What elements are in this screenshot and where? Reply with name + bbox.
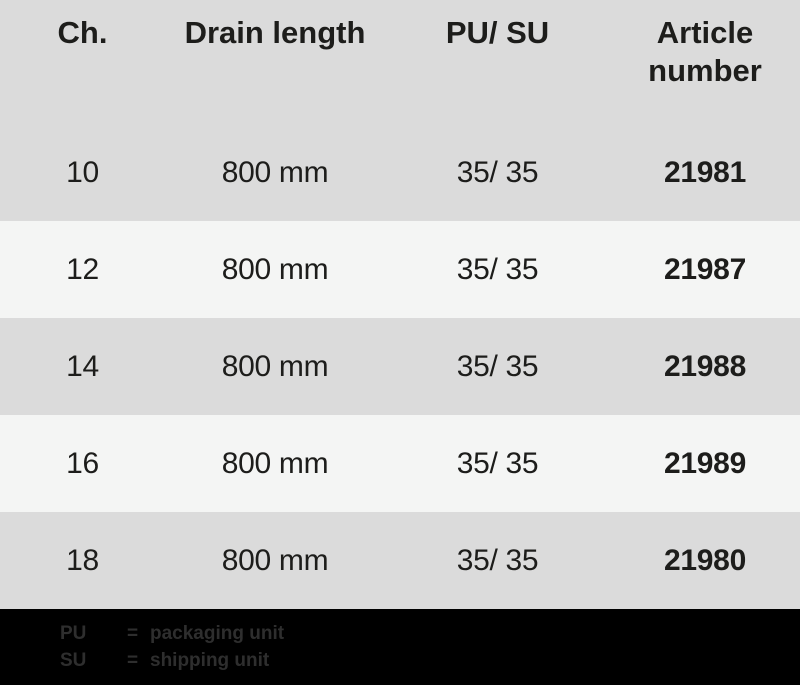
cell-drain-length: 800 mm bbox=[221, 543, 329, 577]
table-row: 16 800 mm 35/ 35 21989 bbox=[0, 415, 800, 512]
header-pu-su: PU/ SU bbox=[445, 15, 550, 50]
header-article-number: Article number bbox=[648, 15, 762, 88]
header-drain-length: Drain length bbox=[184, 15, 366, 50]
cell-drain-length: 800 mm bbox=[221, 252, 329, 286]
cell-pu-su: 35/ 35 bbox=[456, 155, 539, 189]
cell-ch: 12 bbox=[66, 252, 99, 286]
cell-ch: 10 bbox=[66, 155, 99, 189]
legend-item-su: SU = shipping unit bbox=[60, 647, 800, 674]
legend-item-pu: PU = packaging unit bbox=[60, 620, 800, 647]
legend-equals-sign: = bbox=[127, 623, 139, 644]
legend-abbr: SU bbox=[60, 650, 87, 671]
table-row: 18 800 mm 35/ 35 21980 bbox=[0, 512, 800, 609]
cell-drain-length: 800 mm bbox=[221, 155, 329, 189]
product-spec-table: Ch. Drain length PU/ SU Article number 1… bbox=[0, 0, 800, 609]
cell-article-number: 21987 bbox=[664, 252, 746, 286]
cell-article-number: 21988 bbox=[664, 349, 746, 383]
legend-definition: shipping unit bbox=[150, 650, 270, 671]
table-row: 14 800 mm 35/ 35 21988 bbox=[0, 318, 800, 415]
cell-article-number: 21989 bbox=[664, 446, 746, 480]
cell-drain-length: 800 mm bbox=[221, 446, 329, 480]
abbreviation-legend: PU = packaging unit SU = shipping unit bbox=[0, 609, 800, 685]
cell-article-number: 21981 bbox=[664, 155, 746, 189]
legend-abbr: PU bbox=[60, 623, 87, 644]
table-row: 12 800 mm 35/ 35 21987 bbox=[0, 221, 800, 318]
cell-ch: 16 bbox=[66, 446, 99, 480]
cell-pu-su: 35/ 35 bbox=[456, 543, 539, 577]
cell-ch: 18 bbox=[66, 543, 99, 577]
legend-definition: packaging unit bbox=[150, 623, 285, 644]
cell-pu-su: 35/ 35 bbox=[456, 252, 539, 286]
header-ch: Ch. bbox=[57, 15, 108, 50]
cell-drain-length: 800 mm bbox=[221, 349, 329, 383]
cell-pu-su: 35/ 35 bbox=[456, 349, 539, 383]
cell-article-number: 21980 bbox=[664, 543, 746, 577]
table-header-row: Ch. Drain length PU/ SU Article number bbox=[0, 0, 800, 124]
table-row: 10 800 mm 35/ 35 21981 bbox=[0, 124, 800, 221]
legend-equals-sign: = bbox=[127, 650, 139, 671]
cell-ch: 14 bbox=[66, 349, 99, 383]
cell-pu-su: 35/ 35 bbox=[456, 446, 539, 480]
